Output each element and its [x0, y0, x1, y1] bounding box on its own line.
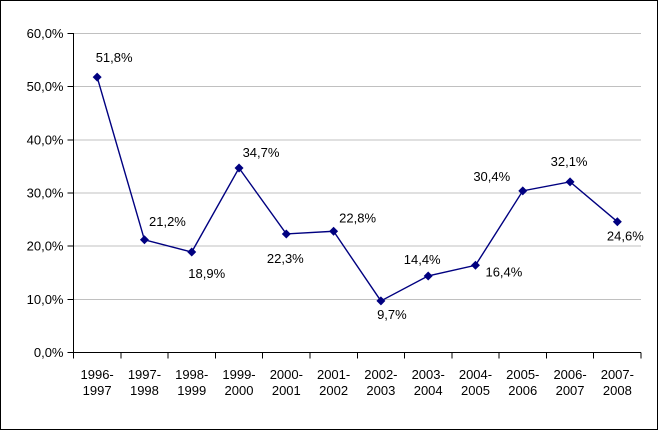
data-point-label: 14,4% — [404, 252, 441, 267]
y-tick-label: 10,0% — [27, 292, 64, 307]
data-point-label: 18,9% — [188, 266, 225, 281]
data-point-label: 32,1% — [551, 154, 588, 169]
x-tick-label: 2002 — [319, 383, 348, 398]
data-point-marker — [612, 217, 622, 227]
x-tick-label: 1998- — [175, 367, 208, 382]
x-tick-label: 2008 — [603, 383, 632, 398]
data-point-marker — [329, 226, 339, 236]
y-tick-label: 30,0% — [27, 186, 64, 201]
data-point-marker — [92, 72, 102, 82]
x-tick-label: 2003 — [366, 383, 395, 398]
data-point-label: 34,7% — [243, 145, 280, 160]
data-point-label: 9,7% — [377, 307, 407, 322]
data-point-marker — [376, 296, 386, 306]
x-tick-label: 2006 — [508, 383, 537, 398]
x-tick-label: 1998 — [130, 383, 159, 398]
data-point-marker — [518, 186, 528, 196]
x-tick-label: 2005- — [506, 367, 539, 382]
data-point-label: 22,3% — [267, 251, 304, 266]
x-tick-label: 1997- — [128, 367, 161, 382]
y-tick-label: 0,0% — [34, 345, 64, 360]
data-point-label: 22,8% — [339, 210, 376, 225]
x-tick-label: 2003- — [412, 367, 445, 382]
x-tick-label: 2001- — [317, 367, 350, 382]
series-line — [96, 76, 618, 302]
data-point-label: 24,6% — [607, 229, 644, 244]
x-tick-label: 1999 — [177, 383, 206, 398]
x-tick-label: 2005 — [461, 383, 490, 398]
x-tick-label: 2001 — [272, 383, 301, 398]
x-tick-label: 2007 — [556, 383, 585, 398]
x-tick-label: 2007- — [601, 367, 634, 382]
data-point-label: 51,8% — [96, 50, 133, 65]
data-point-marker — [423, 271, 433, 281]
data-point-marker — [187, 247, 197, 257]
data-point-label: 16,4% — [485, 264, 522, 279]
data-point-marker — [565, 177, 575, 187]
data-point-marker — [139, 235, 149, 245]
x-tick-label: 2002- — [364, 367, 397, 382]
data-point-label: 30,4% — [473, 169, 510, 184]
x-tick-label: 2006- — [553, 367, 586, 382]
x-tick-label: 1997 — [83, 383, 112, 398]
x-tick-label: 2004- — [459, 367, 492, 382]
y-tick-label: 40,0% — [27, 132, 64, 147]
data-point-label: 21,2% — [149, 214, 186, 229]
y-tick-label: 60,0% — [27, 26, 64, 41]
x-tick-label: 2004 — [414, 383, 443, 398]
data-point-marker — [234, 163, 244, 173]
x-tick-label: 2000- — [270, 367, 303, 382]
data-point-marker — [281, 229, 291, 239]
data-point-marker — [470, 260, 480, 270]
y-tick-label: 20,0% — [27, 239, 64, 254]
x-tick-label: 1996- — [81, 367, 114, 382]
x-tick-label: 2000 — [225, 383, 254, 398]
x-tick-label: 1999- — [222, 367, 255, 382]
y-tick-label: 50,0% — [27, 79, 64, 94]
